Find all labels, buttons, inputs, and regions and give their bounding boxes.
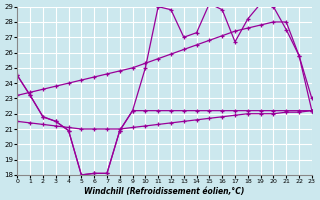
X-axis label: Windchill (Refroidissement éolien,°C): Windchill (Refroidissement éolien,°C) bbox=[84, 187, 245, 196]
